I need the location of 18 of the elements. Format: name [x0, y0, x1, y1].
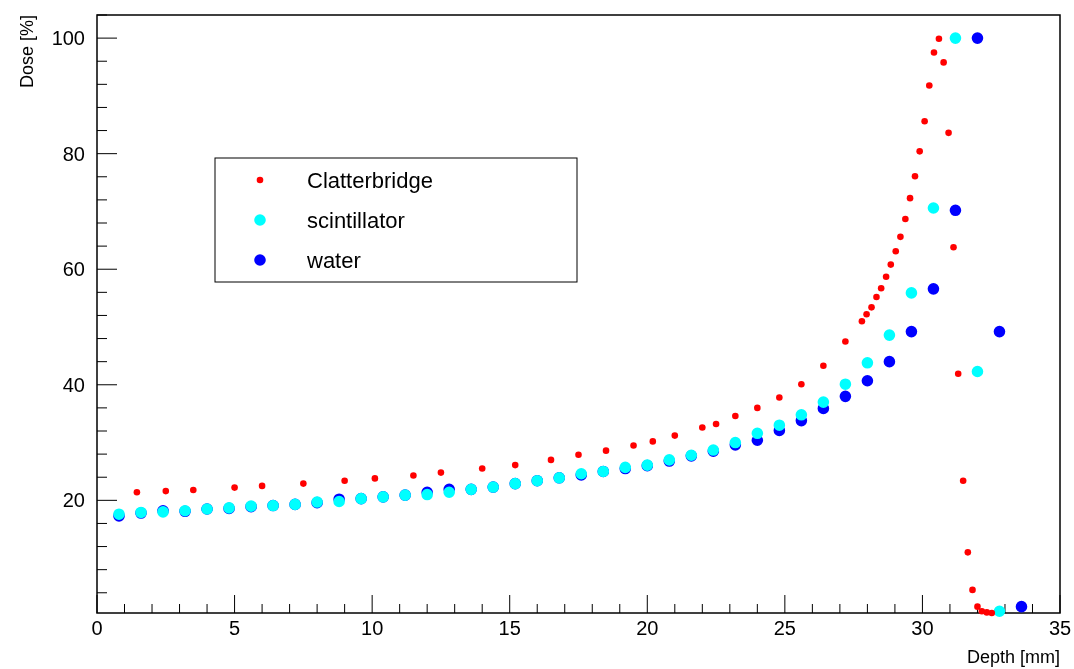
x-axis-title: Depth [mm]	[966, 647, 1060, 667]
x-tick-label: 30	[911, 617, 934, 639]
y-tick-label: 80	[62, 142, 85, 165]
x-tick-label: 0	[91, 617, 103, 639]
legend-label: water	[306, 247, 361, 273]
y-tick-label: 40	[62, 373, 85, 396]
x-tick-label: 10	[361, 617, 384, 639]
x-tick-label: 35	[1048, 617, 1072, 639]
x-tick-label: 20	[636, 617, 659, 639]
legend-label: scintillator	[307, 207, 405, 233]
x-tick-label: 25	[773, 617, 796, 639]
y-tick-label: 100	[51, 27, 85, 50]
y-axis-title: Dose [%]	[17, 15, 37, 89]
y-tick-label: 60	[62, 258, 85, 281]
x-tick-label: 15	[498, 617, 521, 639]
x-tick-label: 5	[229, 617, 241, 639]
legend-label: Clatterbridge	[307, 167, 433, 193]
y-tick-label: 20	[62, 489, 85, 512]
